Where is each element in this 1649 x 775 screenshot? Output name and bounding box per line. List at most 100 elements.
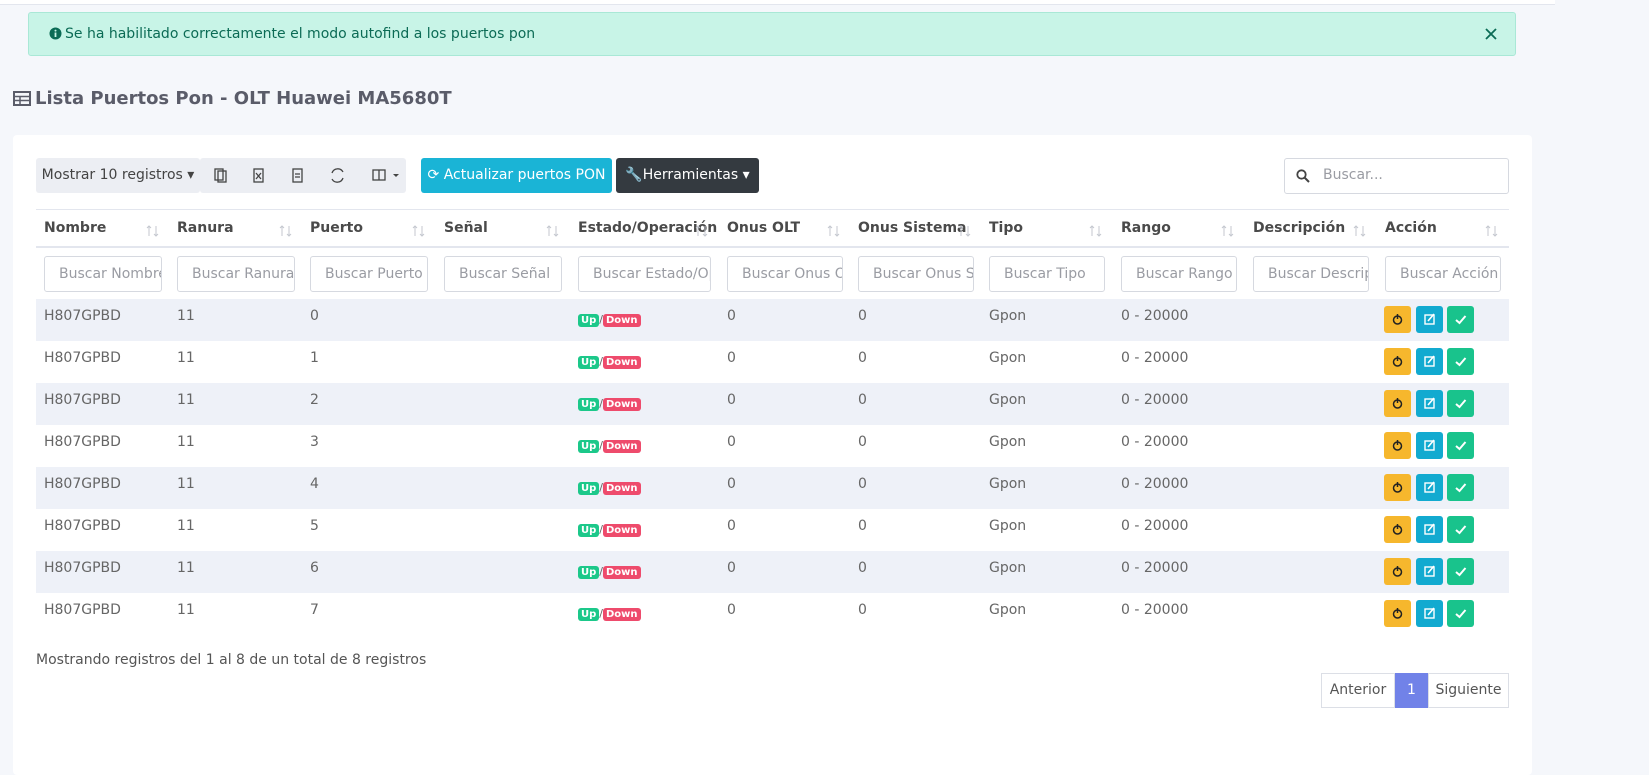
power-button[interactable]	[1384, 348, 1411, 375]
confirm-button[interactable]	[1447, 558, 1474, 585]
confirm-button[interactable]	[1447, 516, 1474, 543]
table-info: Mostrando registros del 1 al 8 de un tot…	[36, 652, 427, 668]
badge-separator: /	[599, 313, 603, 326]
edit-button[interactable]	[1415, 474, 1443, 501]
column-filter[interactable]: Buscar Señal	[444, 256, 562, 292]
edit-button[interactable]	[1415, 432, 1443, 459]
column-header[interactable]: Rango	[1121, 220, 1171, 236]
edit-button[interactable]	[1415, 306, 1443, 333]
column-filter[interactable]: Buscar Ranura	[177, 256, 295, 292]
edit-button[interactable]	[1415, 516, 1443, 543]
status-badge: Up	[578, 356, 600, 369]
pagination-item[interactable]: Anterior	[1321, 673, 1395, 708]
info-icon	[49, 27, 62, 40]
power-button[interactable]	[1384, 558, 1411, 585]
column-header[interactable]: Nombre	[44, 220, 107, 236]
power-button[interactable]	[1384, 516, 1411, 543]
edit-button[interactable]	[1415, 390, 1443, 417]
status-badge: Up	[578, 524, 600, 537]
confirm-button[interactable]	[1447, 348, 1474, 375]
sort-icon	[1221, 222, 1235, 237]
table-row	[36, 425, 1509, 467]
status-badge: Up	[578, 482, 600, 495]
cell-onus-olt: 0	[727, 434, 736, 450]
column-header[interactable]: Onus OLT	[727, 220, 801, 236]
update-ports-button[interactable]: ⟳ Actualizar puertos PON	[421, 158, 612, 193]
column-header[interactable]: Puerto	[310, 220, 363, 236]
confirm-button[interactable]	[1447, 306, 1474, 333]
cell-onus-sistema: 0	[858, 602, 867, 618]
search-box[interactable]: Buscar...	[1284, 158, 1509, 194]
confirm-button[interactable]	[1447, 432, 1474, 459]
cell-nombre: H807GPBD	[44, 308, 121, 324]
sort-icon	[412, 222, 426, 237]
status-badges: Up / Down	[578, 393, 641, 415]
cell-puerto: 1	[310, 350, 319, 366]
cell-tipo: Gpon	[989, 308, 1027, 324]
column-filter[interactable]: Buscar Descripción	[1253, 256, 1369, 292]
cell-tipo: Gpon	[989, 392, 1027, 408]
cell-nombre: H807GPBD	[44, 476, 121, 492]
cell-onus-sistema: 0	[858, 476, 867, 492]
status-badge: Up	[578, 314, 600, 327]
power-button[interactable]	[1384, 474, 1411, 501]
tools-button[interactable]: 🔧Herramientas ▾	[616, 158, 759, 193]
export-icons[interactable]	[200, 158, 406, 193]
power-button[interactable]	[1384, 390, 1411, 417]
column-filter[interactable]: Buscar Onus OLT	[727, 256, 843, 292]
column-filter[interactable]: Buscar Rango	[1121, 256, 1237, 292]
table-row	[36, 551, 1509, 593]
column-filter[interactable]: Buscar Tipo	[989, 256, 1105, 292]
power-button[interactable]	[1384, 600, 1411, 627]
column-header[interactable]: Acción	[1385, 220, 1437, 236]
cell-rango: 0 - 20000	[1121, 350, 1189, 366]
cell-ranura: 11	[177, 434, 195, 450]
pagination-item[interactable]: 1	[1395, 673, 1428, 708]
cell-rango: 0 - 20000	[1121, 560, 1189, 576]
power-button[interactable]	[1384, 306, 1411, 333]
cell-tipo: Gpon	[989, 350, 1027, 366]
confirm-button[interactable]	[1447, 600, 1474, 627]
close-alert[interactable]	[1485, 28, 1497, 40]
status-badge: Down	[603, 608, 641, 621]
table-top-line	[36, 209, 1509, 210]
sort-icon	[827, 222, 841, 237]
status-badges: Up / Down	[578, 561, 641, 583]
column-header[interactable]: Estado/Operación	[578, 220, 718, 236]
badge-separator: /	[599, 439, 603, 452]
column-header[interactable]: Tipo	[989, 220, 1023, 236]
sort-icon	[958, 222, 972, 237]
column-filter[interactable]: Buscar Nombre	[44, 256, 162, 292]
edit-button[interactable]	[1415, 600, 1443, 627]
cell-ranura: 11	[177, 476, 195, 492]
sort-icon	[146, 222, 160, 237]
column-header[interactable]: Onus Sistema	[858, 220, 967, 236]
search-icon	[1296, 169, 1310, 183]
column-filter[interactable]: Buscar Puerto	[310, 256, 428, 292]
column-filter[interactable]: Buscar Estado/Operación	[578, 256, 711, 292]
export-buttons	[200, 158, 406, 193]
power-button[interactable]	[1384, 432, 1411, 459]
cell-puerto: 6	[310, 560, 319, 576]
column-header[interactable]: Descripción	[1253, 220, 1346, 236]
edit-button[interactable]	[1415, 558, 1443, 585]
column-filter[interactable]: Buscar Onus Sistema	[858, 256, 974, 292]
pagination-item[interactable]: Siguiente	[1428, 673, 1509, 708]
edit-button[interactable]	[1415, 348, 1443, 375]
status-badge: Up	[578, 608, 600, 621]
column-filter[interactable]: Buscar Acción	[1385, 256, 1501, 292]
status-badge: Down	[603, 482, 641, 495]
confirm-button[interactable]	[1447, 474, 1474, 501]
cell-nombre: H807GPBD	[44, 518, 121, 534]
cell-ranura: 11	[177, 602, 195, 618]
column-header[interactable]: Señal	[444, 220, 488, 236]
badge-separator: /	[599, 481, 603, 494]
page-title: Lista Puertos Pon - OLT Huawei MA5680T	[35, 88, 452, 109]
cell-tipo: Gpon	[989, 434, 1027, 450]
cell-puerto: 3	[310, 434, 319, 450]
cell-tipo: Gpon	[989, 560, 1027, 576]
confirm-button[interactable]	[1447, 390, 1474, 417]
length-menu[interactable]: Mostrar 10 registros ▾	[36, 158, 200, 193]
column-header[interactable]: Ranura	[177, 220, 234, 236]
badge-separator: /	[599, 397, 603, 410]
